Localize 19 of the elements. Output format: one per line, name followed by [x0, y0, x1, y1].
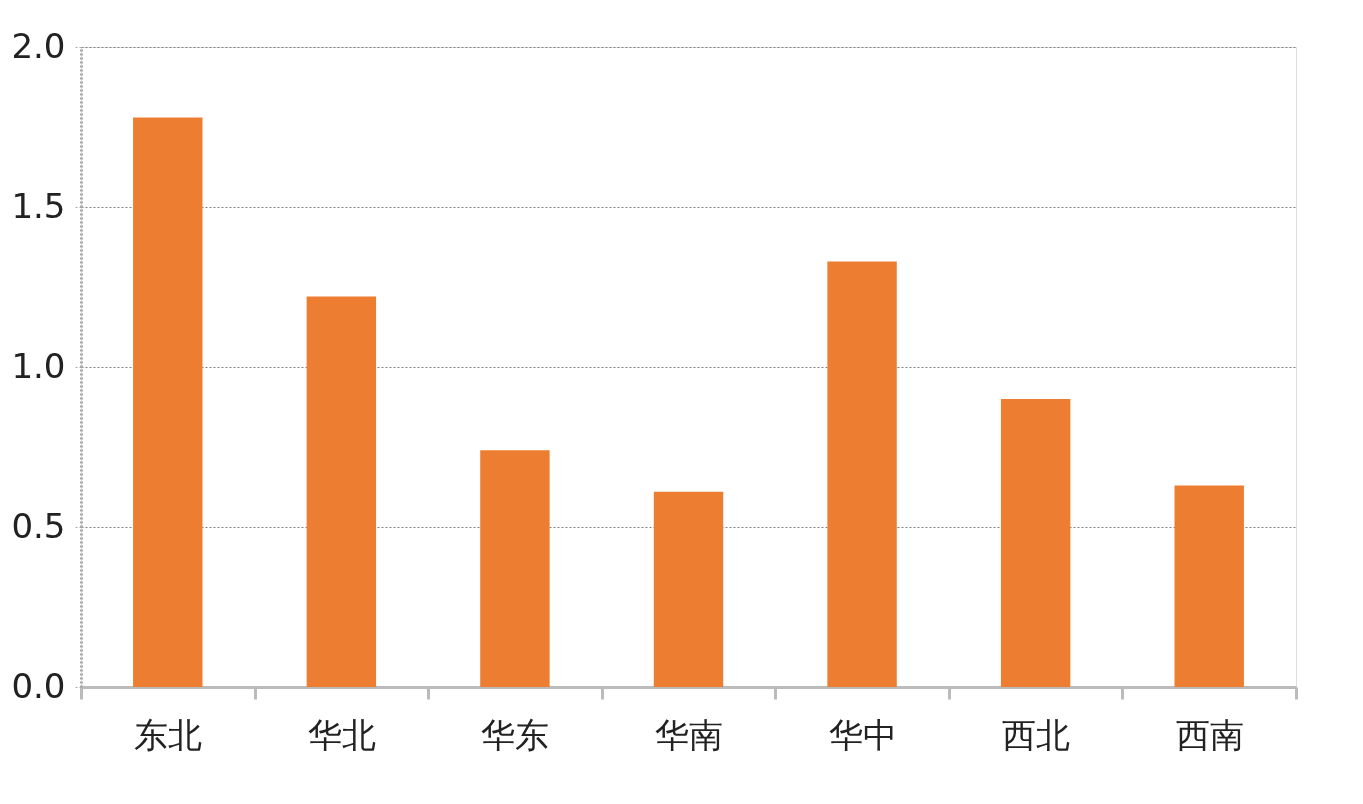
x-tick-label: 西北 — [1002, 714, 1071, 755]
y-tick-label: 2.0 — [11, 25, 66, 66]
x-tick-label: 华中 — [828, 714, 897, 755]
y-tick-label: 1.5 — [11, 185, 66, 226]
y-tick-label: 1.0 — [11, 345, 66, 386]
y-tick-label: 0.0 — [11, 665, 66, 706]
bar — [1174, 485, 1244, 687]
bar — [653, 491, 724, 687]
x-tick-label: 西南 — [1175, 714, 1244, 755]
bar — [133, 117, 203, 687]
x-tick-label: 华东 — [481, 714, 550, 755]
x-tick-label: 东北 — [134, 714, 203, 755]
y-tick-label: 0.5 — [11, 505, 66, 546]
x-tick-label: 华北 — [307, 714, 376, 755]
bar — [480, 450, 550, 687]
bar — [827, 261, 897, 687]
x-tick-label: 华南 — [655, 714, 723, 755]
bar — [1000, 399, 1071, 687]
bar — [306, 296, 377, 687]
